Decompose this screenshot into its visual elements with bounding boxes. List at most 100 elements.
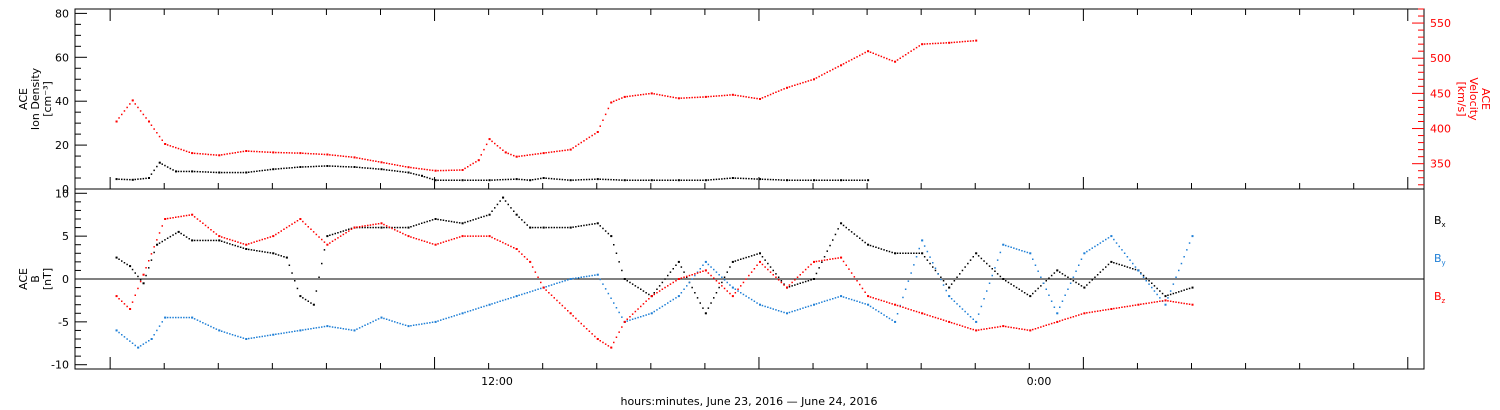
velocity-tick-label: 500: [1430, 52, 1451, 65]
data-point-bx: [1126, 266, 1129, 268]
data-point-by: [504, 298, 507, 301]
data-point-ion-density: [256, 170, 258, 172]
data-point-bz: [269, 236, 272, 238]
data-point-by: [458, 313, 461, 315]
data-point-bx: [121, 260, 123, 262]
data-point-bx: [718, 286, 720, 289]
data-point-velocity: [518, 155, 520, 158]
data-point-velocity: [537, 153, 539, 155]
data-point-by: [372, 320, 374, 323]
data-point-bx: [1178, 291, 1180, 293]
data-point-bz: [767, 268, 769, 271]
data-point-velocity: [842, 63, 845, 65]
data-point-bx: [483, 215, 485, 218]
b-tick-label: 0: [62, 273, 69, 286]
data-point-bz: [223, 237, 226, 239]
data-point-bx: [199, 239, 201, 242]
data-point-bz: [180, 215, 182, 218]
data-point-by: [426, 322, 428, 324]
data-point-bx: [261, 250, 263, 253]
data-point-velocity: [121, 113, 123, 116]
data-point-bz: [545, 289, 547, 291]
data-point-by: [796, 309, 799, 311]
data-point-bz: [507, 244, 509, 246]
data-point-bz: [296, 220, 299, 222]
data-point-ion-density: [491, 179, 493, 181]
data-point-velocity: [969, 40, 972, 42]
data-point-bz: [615, 336, 618, 338]
data-point-ion-density: [704, 179, 707, 182]
data-point-bx: [196, 239, 199, 242]
data-point-ion-density: [304, 166, 307, 168]
density-tick-label: 60: [55, 51, 69, 64]
data-point-bx: [510, 207, 512, 209]
data-point-ion-density: [226, 171, 228, 174]
data-point-by: [339, 327, 342, 329]
data-point-velocity: [907, 52, 910, 54]
data-point-bz: [710, 274, 712, 277]
data-point-velocity: [299, 152, 302, 155]
data-point-bz: [426, 241, 428, 243]
data-point-velocity: [231, 152, 234, 154]
data-point-bz: [672, 281, 674, 284]
data-point-bx: [1086, 284, 1088, 286]
data-point-bx: [131, 268, 134, 271]
data-point-bx: [1159, 290, 1161, 292]
data-point-bx: [799, 282, 801, 284]
data-point-ion-density: [756, 178, 758, 180]
data-point-bz: [1096, 310, 1099, 312]
data-point-ion-density: [531, 179, 534, 181]
data-point-bz: [304, 223, 307, 225]
data-point-by: [1064, 294, 1066, 296]
data-point-bx: [1151, 282, 1153, 284]
data-point-by: [883, 314, 885, 316]
data-point-bx: [1080, 285, 1083, 287]
data-point-bz: [775, 276, 777, 278]
data-point-bz: [310, 228, 312, 230]
data-point-velocity: [877, 54, 880, 57]
data-point-velocity: [229, 152, 231, 155]
data-point-by: [1013, 247, 1015, 249]
data-point-bx: [440, 219, 442, 221]
data-point-ion-density: [250, 171, 253, 173]
data-point-velocity: [848, 60, 850, 62]
data-point-bz: [1159, 300, 1161, 302]
data-point-ion-density: [191, 170, 194, 173]
data-point-bx: [613, 244, 615, 246]
data-point-by: [421, 323, 423, 325]
data-point-velocity: [777, 90, 780, 92]
data-point-by: [599, 278, 601, 281]
data-point-bz: [339, 235, 342, 237]
data-point-ion-density: [361, 167, 364, 169]
data-point-velocity: [707, 95, 710, 98]
data-point-by: [383, 317, 385, 320]
data-point-bz: [702, 270, 704, 272]
data-point-bz: [1023, 328, 1026, 331]
data-point-bz: [796, 276, 799, 278]
data-point-bz: [950, 322, 953, 324]
data-point-velocity: [859, 54, 861, 57]
data-point-bz: [1013, 327, 1015, 329]
data-point-velocity: [921, 43, 924, 46]
data-point-ion-density: [637, 179, 639, 181]
data-point-ion-density: [269, 168, 272, 171]
data-point-bx: [453, 221, 455, 223]
data-point-ion-density: [142, 177, 145, 180]
data-point-by: [410, 325, 412, 327]
data-point-bz: [572, 315, 574, 317]
data-point-by: [207, 324, 209, 326]
data-point-bz: [794, 279, 796, 281]
data-point-bx: [964, 266, 966, 268]
data-point-bz: [1037, 327, 1039, 329]
data-point-bx: [856, 235, 858, 237]
data-point-bx: [193, 239, 196, 242]
data-point-ion-density: [850, 179, 853, 181]
data-point-bx: [177, 230, 180, 233]
data-point-bz: [137, 287, 139, 290]
data-point-bx: [715, 292, 718, 294]
data-point-by: [980, 305, 983, 308]
data-point-by: [575, 277, 577, 279]
data-point-ion-density: [694, 179, 696, 181]
data-point-by: [534, 289, 537, 291]
